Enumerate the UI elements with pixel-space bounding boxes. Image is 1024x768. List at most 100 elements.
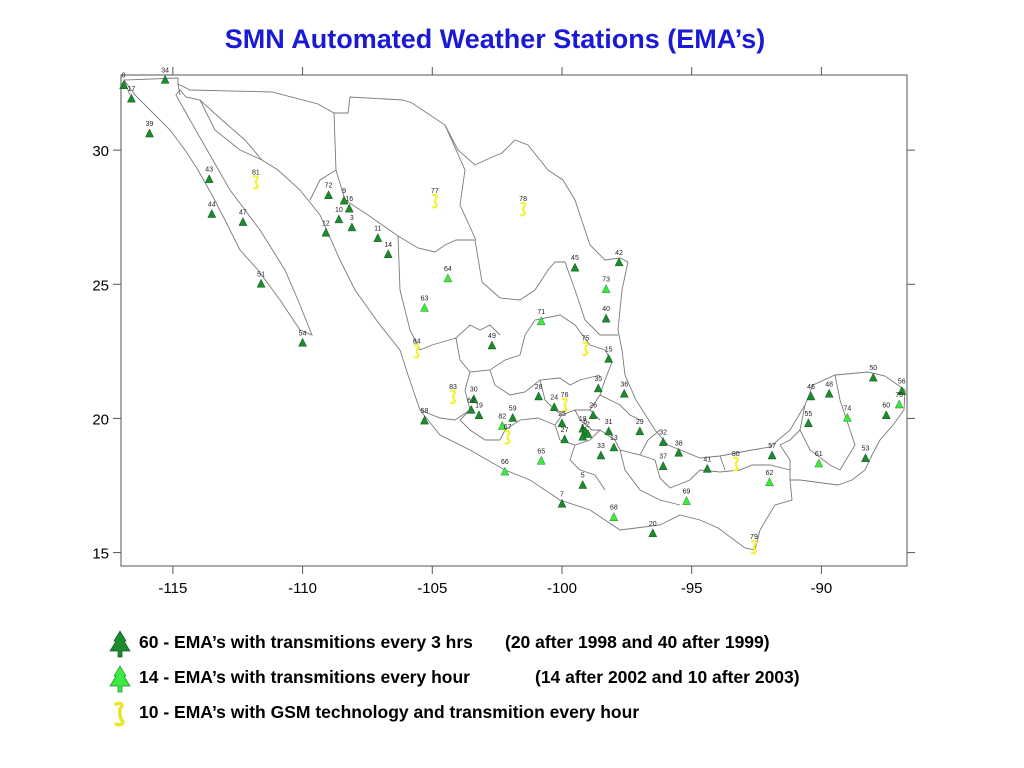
station-id-label: 20 (649, 521, 657, 528)
station-id-label: 36 (620, 381, 628, 388)
station-id-label: 59 (509, 405, 517, 412)
station-id-label: 64 (444, 266, 452, 273)
gsm-station-icon (519, 201, 527, 217)
station-3h-icon (560, 434, 569, 444)
station-1h-icon (536, 316, 546, 326)
station-3h-icon (119, 80, 128, 89)
legend-text-gsm: 10 - EMA’s with GSM technology and trans… (139, 702, 640, 722)
station-1h-icon (497, 420, 507, 430)
station-3h-icon (508, 412, 518, 422)
station-id-label: 54 (299, 330, 307, 337)
station-id-label: 29 (636, 419, 644, 426)
station-id-label: 34 (161, 67, 169, 74)
station-3h-icon (767, 450, 777, 460)
station-id-label: 6 (583, 419, 587, 426)
y-axis-tick-labels: 15 20 25 30 (92, 143, 109, 562)
station-id-label: 18 (579, 416, 587, 423)
station-id-label: 38 (675, 440, 683, 447)
station-3h-icon (334, 214, 344, 224)
station-id-label: 14 (384, 242, 392, 249)
station-3h-icon (298, 337, 307, 347)
station-3h-icon (321, 227, 331, 237)
station-id-label: 39 (146, 121, 154, 128)
station-id-label: 37 (659, 454, 667, 461)
station-id-label: 50 (869, 365, 877, 372)
station-id-label: 1 (581, 424, 585, 431)
station-3h-icon (593, 383, 603, 393)
station-3h-icon (204, 174, 214, 183)
station-id-label: 43 (205, 167, 213, 174)
station-id-label: 58 (421, 408, 429, 415)
station-markers: 8341739434447815154729161031211147778646… (119, 67, 907, 555)
station-3h-icon (160, 74, 170, 84)
station-3h-icon (570, 262, 580, 272)
station-3h-icon (474, 410, 484, 419)
x-tick-label: -100 (547, 580, 577, 597)
station-3h-icon (861, 453, 870, 462)
x-tick-label: -90 (811, 580, 833, 597)
station-id-label: 60 (882, 403, 890, 410)
map-frame (120, 74, 908, 567)
station-id-label: 27 (561, 427, 569, 434)
station-id-label: 25 (558, 411, 566, 418)
station-3h-icon (324, 190, 333, 199)
station-id-label: 49 (488, 333, 496, 340)
station-3h-icon (881, 410, 891, 419)
station-id-label: 62 (766, 470, 774, 477)
station-id-label: 84 (413, 338, 421, 345)
station-id-label: 8 (122, 73, 126, 80)
station-id-label: 47 (239, 210, 247, 217)
station-id-label: 33 (597, 443, 605, 450)
station-id-label: 7 (560, 491, 564, 498)
station-3h-icon (619, 388, 629, 398)
station-id-label: 12 (322, 220, 330, 227)
gsm-station-icon (449, 389, 457, 405)
station-id-label: 83 (449, 384, 457, 391)
station-3h-icon (557, 418, 567, 428)
station-3h-icon (145, 128, 154, 138)
station-3h-icon (207, 208, 217, 218)
station-id-label: 32 (659, 430, 667, 437)
station-3h-icon (373, 233, 383, 242)
station-3h-icon (604, 353, 614, 363)
station-1h-icon (536, 455, 546, 465)
station-3h-icon (578, 479, 588, 489)
gsm-station-icon (582, 341, 589, 357)
station-id-label: 15 (605, 346, 613, 353)
station-3h-icon (596, 450, 606, 460)
station-id-label: 3 (350, 215, 354, 222)
station-id-label: 46 (807, 384, 815, 391)
legend-extra-3h: (20 after 1998 and 40 after 1999) (505, 632, 770, 652)
station-3h-icon (347, 222, 357, 232)
station-3h-icon (588, 410, 598, 419)
station-1h-icon (601, 284, 611, 293)
station-3h-icon (674, 447, 684, 457)
station-id-label: 40 (602, 306, 610, 313)
station-id-label: 61 (815, 451, 823, 458)
legend-text-3h: 60 - EMA’s with transmitions every 3 hrs (139, 632, 473, 652)
station-3h-icon (549, 402, 559, 411)
gsm-station-icon (561, 397, 568, 413)
station-3h-icon (804, 418, 813, 428)
station-id-label: 31 (605, 419, 613, 426)
station-3h-icon (420, 415, 429, 425)
station-id-label: 75 (581, 336, 589, 343)
station-id-label: 67 (504, 424, 512, 431)
station-id-label: 77 (431, 188, 439, 195)
map-title: SMN Automated Weather Stations (EMA’s) (224, 24, 766, 54)
y-tick-label: 15 (92, 546, 109, 563)
station-id-label: 48 (825, 381, 833, 388)
station-3h-icon (469, 394, 479, 403)
station-id-label: 13 (610, 435, 618, 442)
station-3h-icon (824, 388, 834, 398)
station-id-label: 55 (805, 411, 813, 418)
station-id-label: 41 (703, 456, 711, 463)
station-id-label: 68 (610, 505, 618, 512)
station-3h-icon (583, 428, 593, 438)
station-1h-icon (765, 477, 774, 487)
station-3h-icon (614, 257, 624, 267)
station-id-label: 57 (768, 443, 776, 450)
station-id-label: 2 (586, 422, 590, 429)
gsm-station-icon (252, 174, 260, 190)
station-3h-icon (344, 203, 354, 213)
